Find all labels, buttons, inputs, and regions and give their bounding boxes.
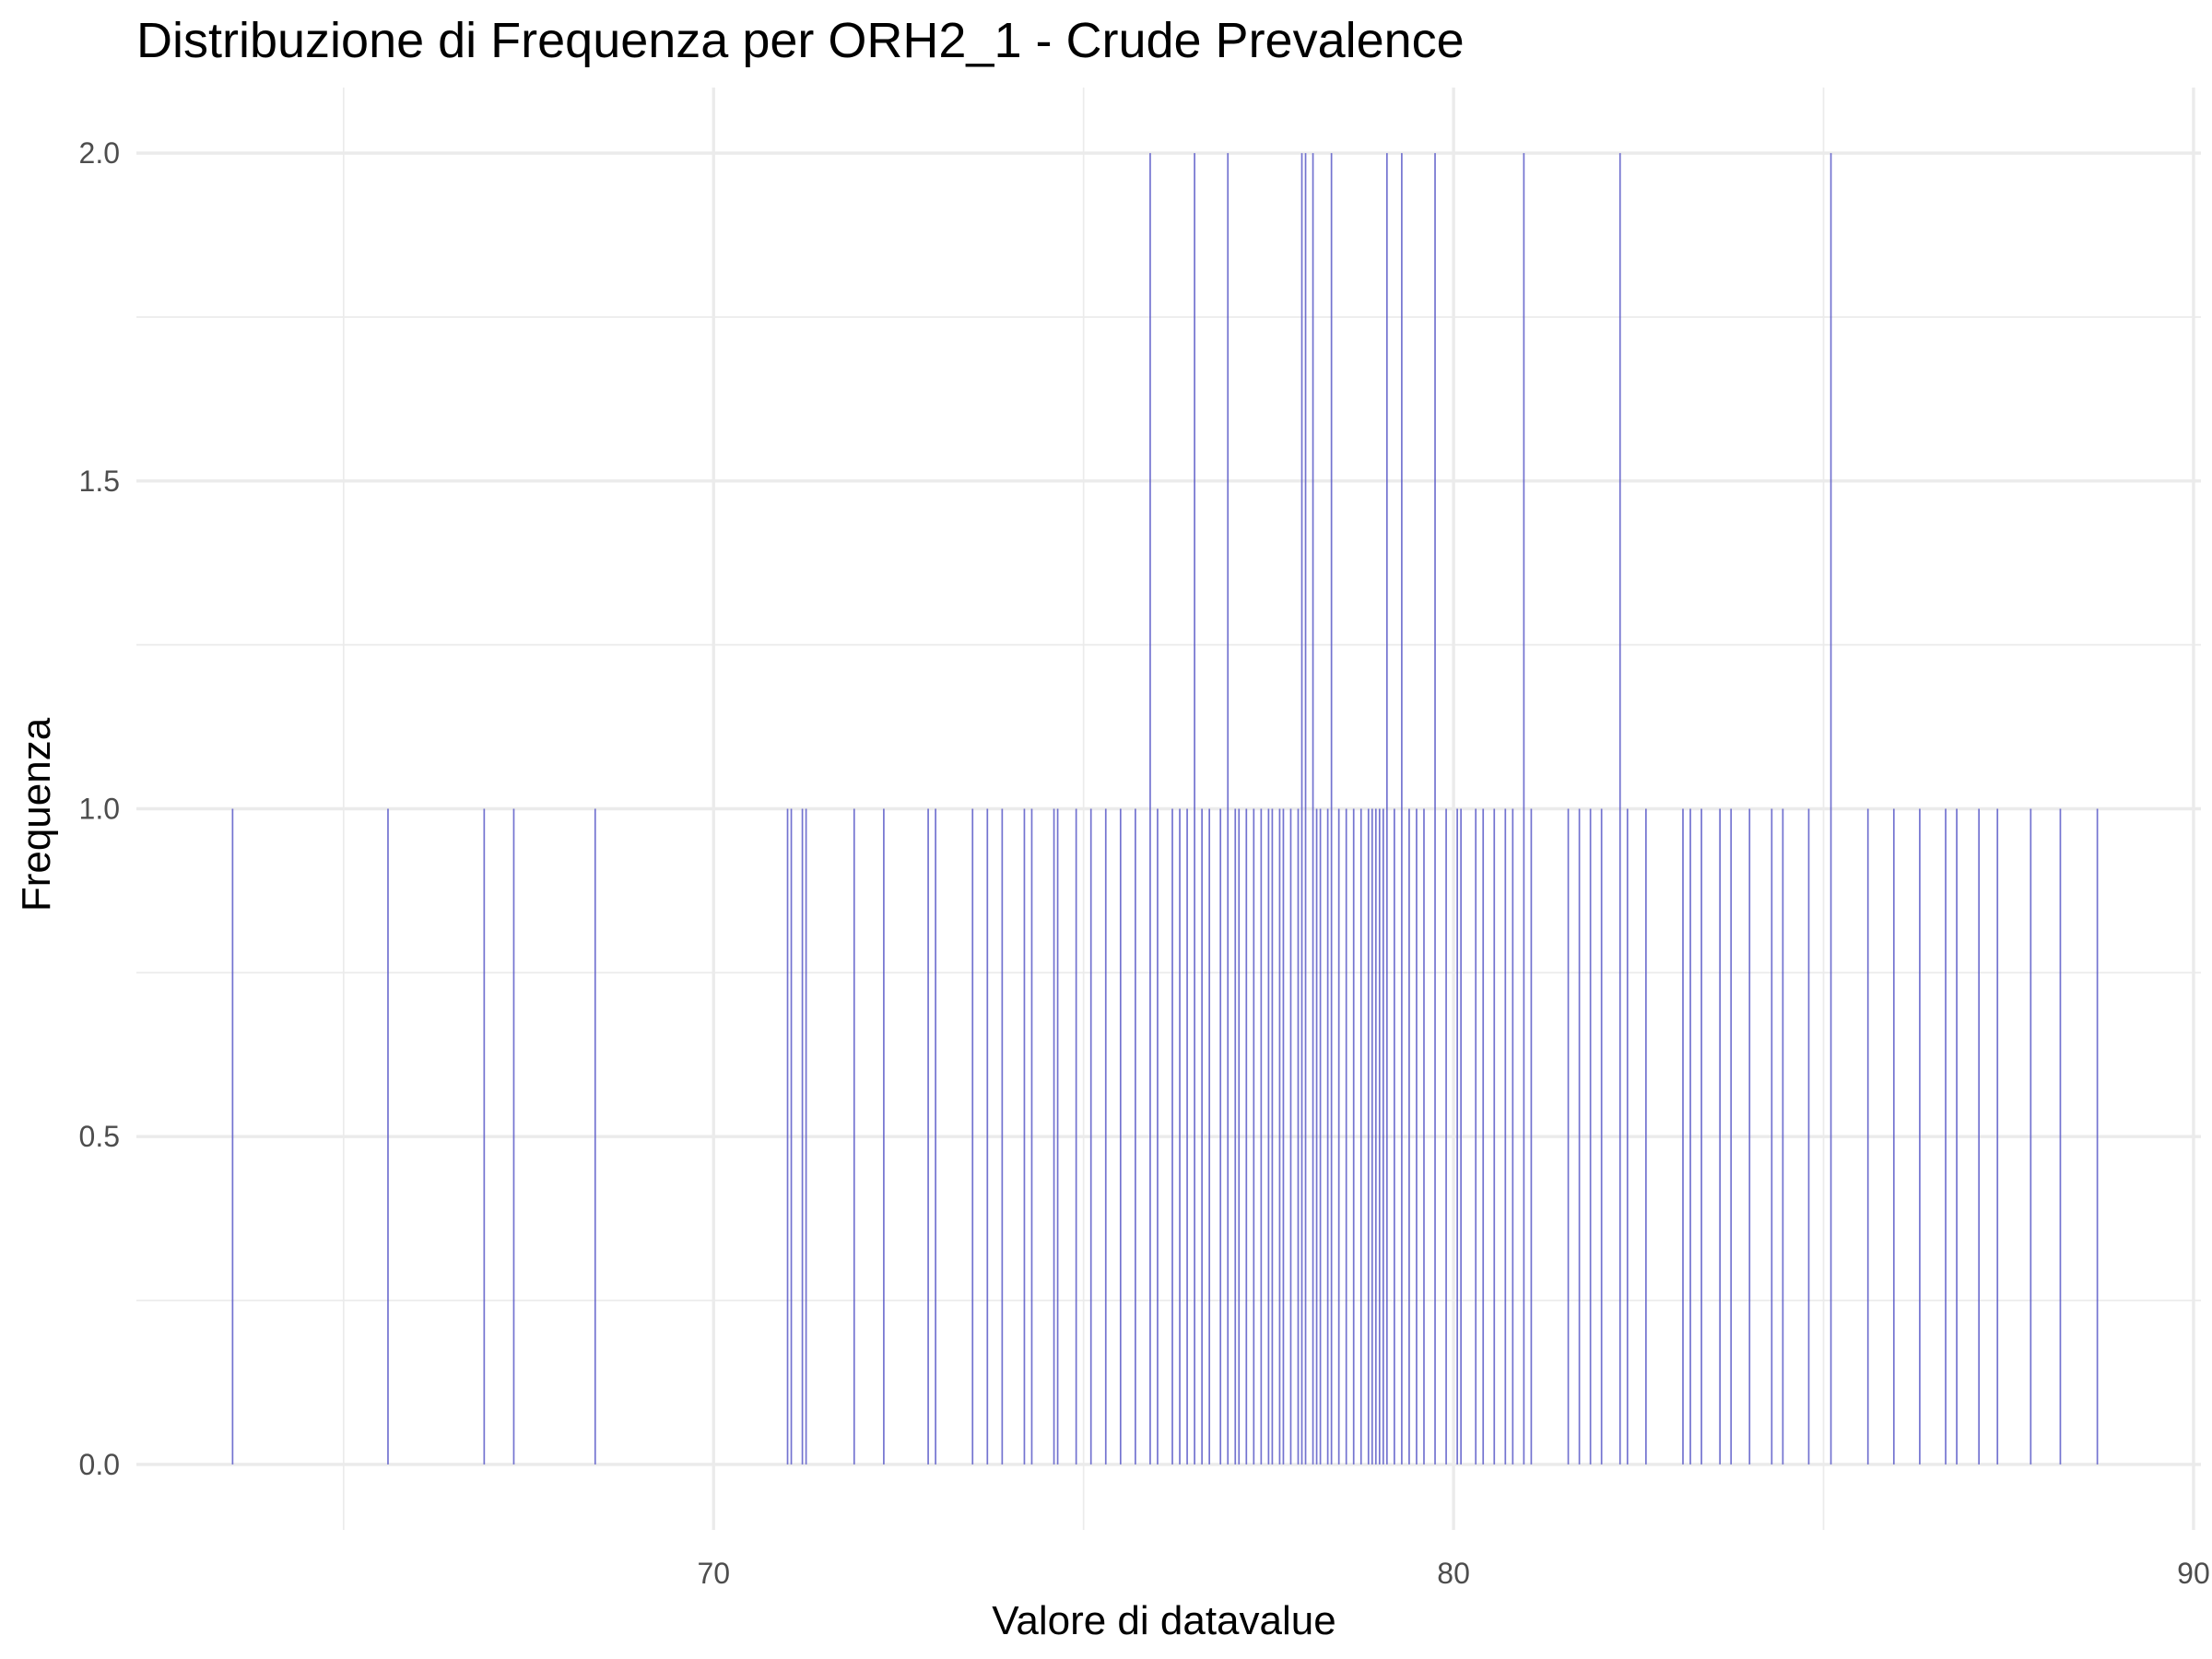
y-tick-label: 2.0 xyxy=(79,136,120,170)
y-tick-label: 1.5 xyxy=(79,465,120,498)
grid-layer xyxy=(136,88,2201,1530)
chart-title: Distribuzione di Frequenza per ORH2_1 - … xyxy=(136,13,1465,68)
x-tick-label: 90 xyxy=(2177,1557,2210,1590)
y-tick-label: 0.5 xyxy=(79,1120,120,1153)
x-axis-tick-labels: 70 80 90 xyxy=(697,1557,2209,1590)
x-tick-label: 80 xyxy=(1437,1557,1470,1590)
y-axis-title: Frequenza xyxy=(14,717,59,912)
y-tick-label: 0.0 xyxy=(79,1448,120,1481)
x-tick-label: 70 xyxy=(697,1557,730,1590)
y-tick-label: 1.0 xyxy=(79,793,120,826)
bars-layer xyxy=(231,153,2099,1465)
y-axis-tick-labels: 0.0 0.5 1.0 1.5 2.0 xyxy=(79,136,120,1481)
x-axis-title: Valore di datavalue xyxy=(992,1598,1335,1643)
